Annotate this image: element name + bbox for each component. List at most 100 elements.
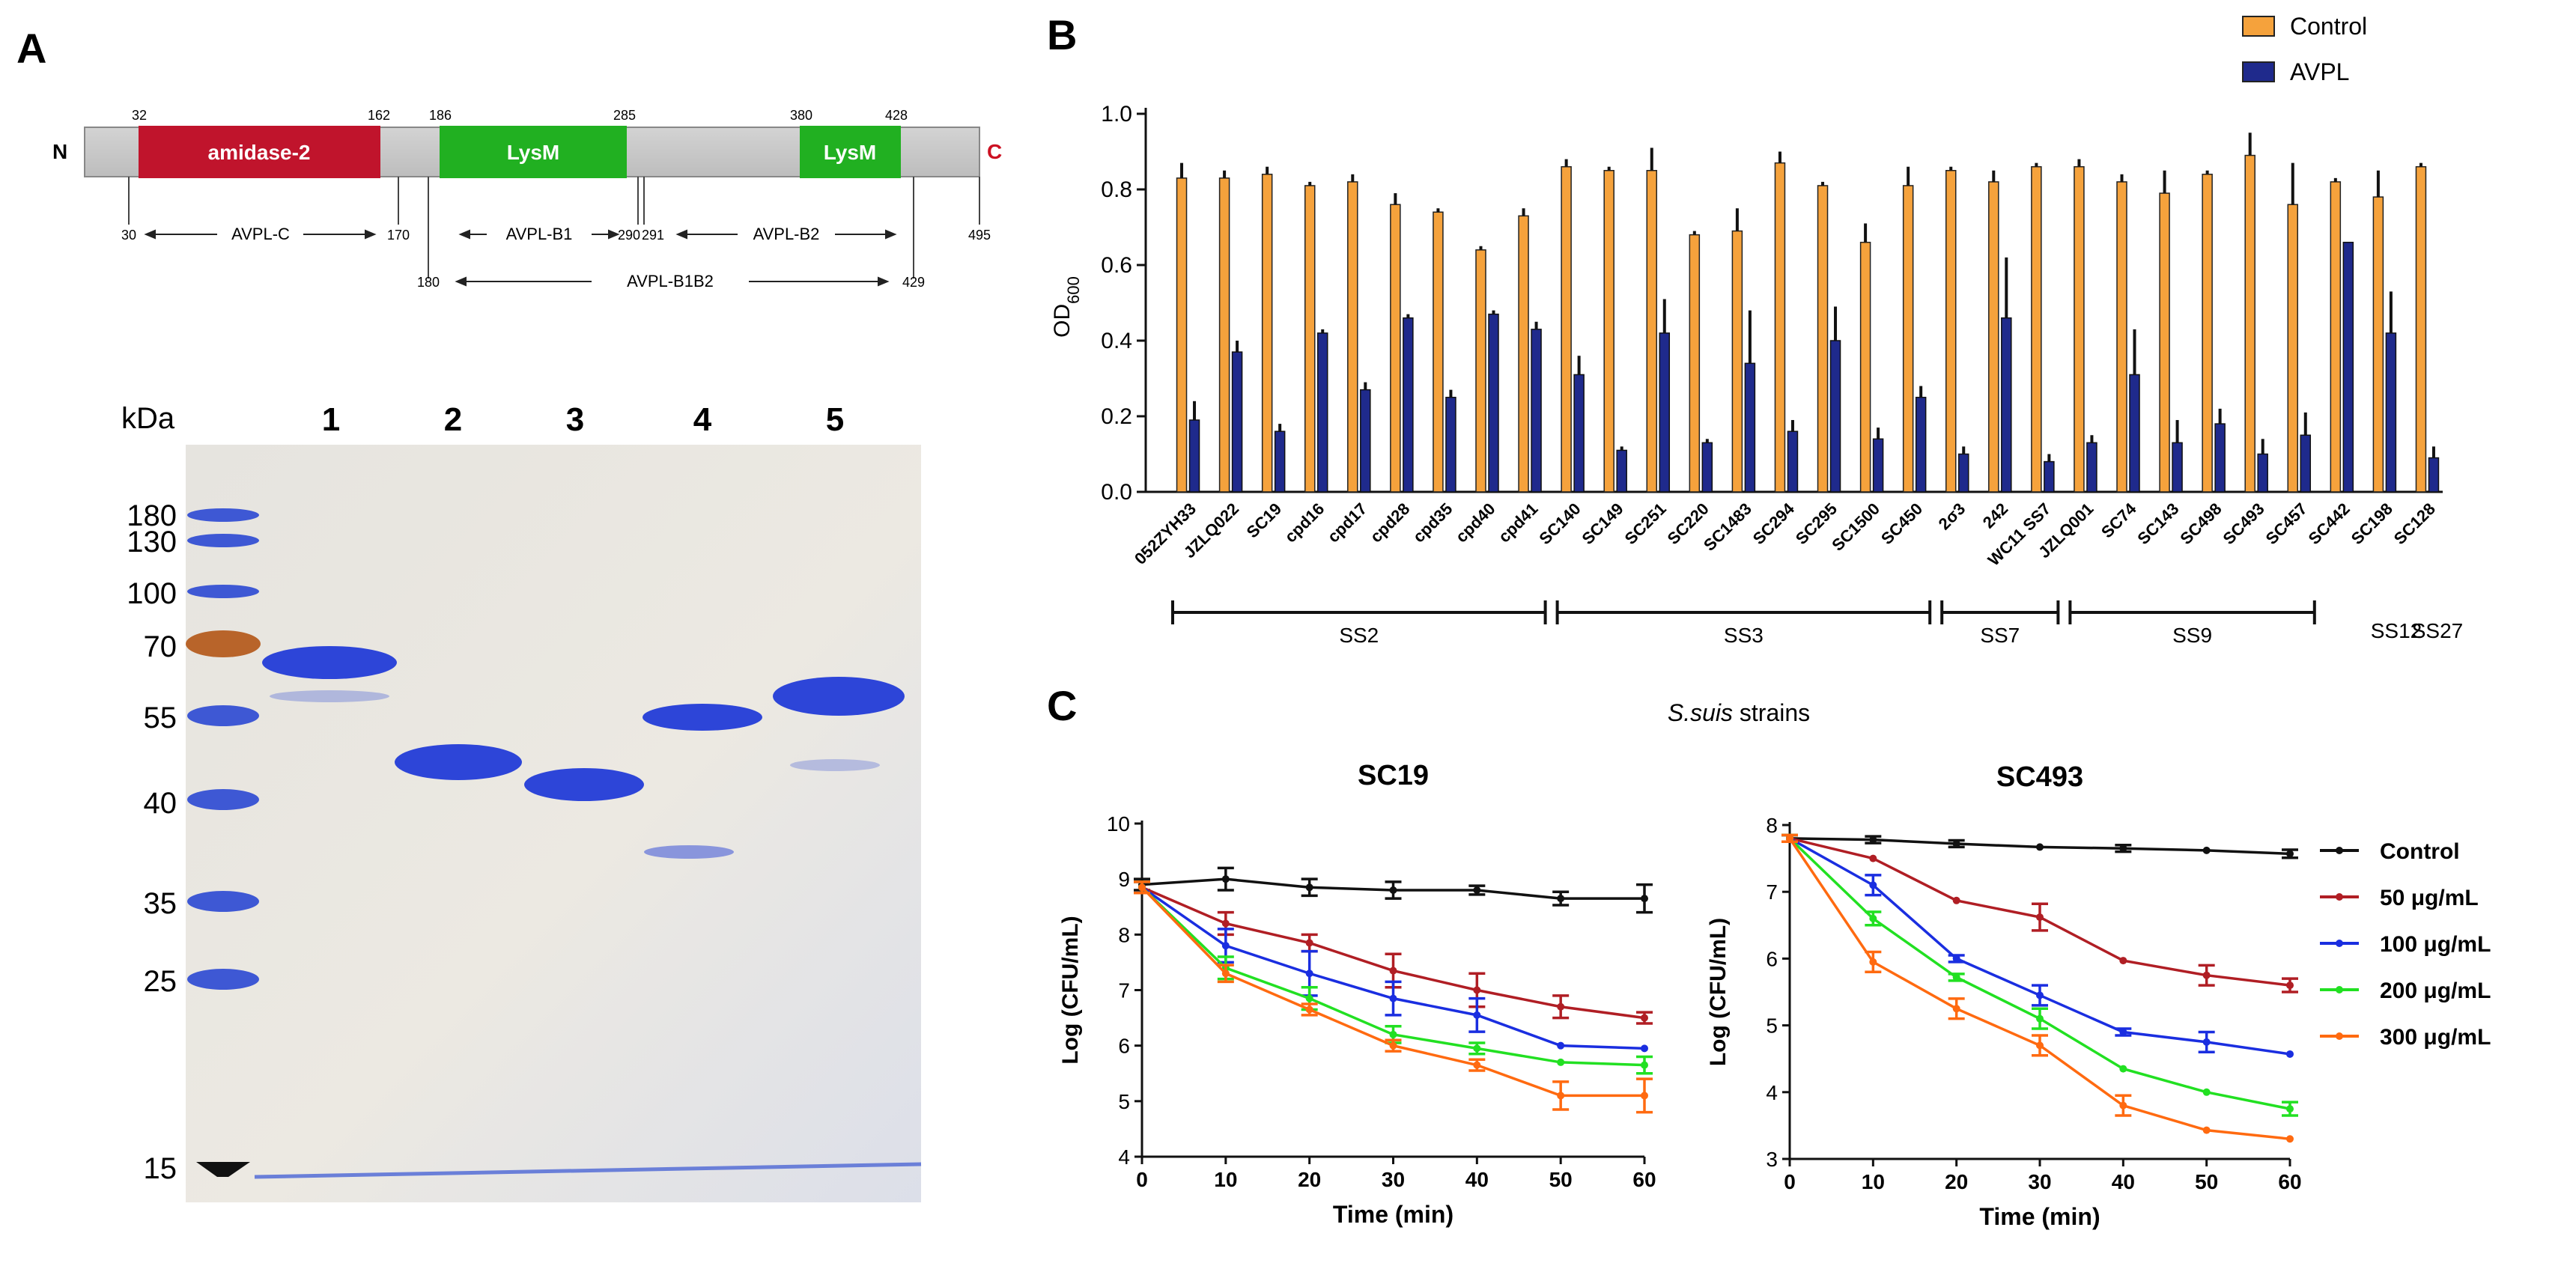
line-x-tick-label: 60 — [2278, 1170, 2301, 1193]
line-x-tick-label: 0 — [1136, 1168, 1148, 1191]
marker-25: 25 — [144, 965, 177, 998]
line-x-tick-label: 40 — [2112, 1170, 2135, 1193]
bar-y-tick-label: 0.2 — [1101, 404, 1132, 429]
bar-y-tick-label: 1.0 — [1101, 102, 1132, 127]
series-point-control — [2036, 843, 2044, 851]
bar-control-sc74 — [2116, 181, 2127, 493]
series-point-200-g-ml — [2036, 1014, 2044, 1023]
bar-avpl-sc493 — [2257, 453, 2268, 493]
bar-control-2-3 — [1945, 170, 1957, 493]
series-point-control — [2202, 846, 2211, 854]
bar-avpl-sc19 — [1274, 430, 1286, 493]
legend-label-200-g-ml: 200 μg/mL — [2380, 979, 2491, 1003]
bar-avpl-sc294 — [1787, 430, 1799, 493]
series-point-200-g-ml — [1952, 973, 1960, 982]
series-point-200-g-ml — [1389, 1030, 1397, 1038]
series-point-300-g-ml — [1221, 970, 1230, 978]
marker-35: 35 — [144, 887, 177, 920]
series-point-100-g-ml — [2202, 1038, 2211, 1046]
series-point-100-g-ml — [1305, 970, 1313, 978]
bar-control-sc450 — [1902, 185, 1914, 493]
bar-control-sc198 — [2372, 196, 2384, 493]
series-point-control — [2286, 850, 2294, 858]
series-point-100-g-ml — [1221, 942, 1230, 950]
marker-100: 100 — [127, 577, 177, 610]
lane-2-band — [395, 744, 522, 780]
series-point-control — [1641, 895, 1648, 903]
line-x-tick-label: 40 — [1465, 1168, 1489, 1191]
domain3-end: 428 — [885, 108, 908, 123]
ladder-band-70 — [186, 630, 261, 657]
lysm-domain-2-label: LysM — [824, 141, 877, 164]
strain-label-cpd41: cpd41 — [1495, 499, 1542, 547]
bar-avpl-sc74 — [2129, 374, 2140, 493]
line-x-tick-label: 0 — [1784, 1170, 1796, 1193]
serotype-label-ss9: SS9 — [2172, 624, 2212, 647]
bar-control-cpd16 — [1304, 185, 1316, 493]
bar-avpl-sc1483 — [1744, 362, 1756, 493]
strain-label-242: 242 — [1979, 499, 2012, 532]
bar-avpl-242 — [2001, 317, 2012, 493]
line-x-axis-label: Time (min) — [1333, 1201, 1453, 1228]
series-point-control — [2119, 844, 2127, 853]
lane-5-band — [773, 677, 905, 716]
cut-429: 429 — [902, 275, 925, 290]
legend-marker-control — [2336, 847, 2343, 854]
cut-495: 495 — [968, 228, 991, 243]
series-point-50-g-ml — [1305, 939, 1313, 947]
bar-avpl-cpd28 — [1403, 317, 1414, 493]
series-point-control — [1557, 895, 1565, 903]
ladder-band-180 — [187, 508, 259, 522]
construct-arrows — [144, 229, 897, 287]
strain-label-cpd17: cpd17 — [1324, 499, 1371, 547]
strain-label-sc251: SC251 — [1621, 499, 1670, 548]
panel-label-c: C — [1047, 682, 1077, 729]
sc19-kill-curve: SC19 4 5 6 7 8 9 10 0 10 20 30 40 50 60 Time (min) Log (… — [1058, 760, 1656, 1228]
bar-avpl-jzlq001 — [2086, 442, 2097, 493]
gel-lane-label-3: 3 — [566, 401, 584, 438]
bar-control-cpd35 — [1433, 211, 1444, 493]
strain-label-sc149: SC149 — [1578, 499, 1626, 548]
bar-control-sc220 — [1689, 234, 1701, 493]
bar-avpl-sc220 — [1701, 442, 1713, 493]
line-y-axis-label: Log (CFU/mL) — [1706, 918, 1731, 1066]
marker-130: 130 — [127, 526, 177, 559]
c-terminus-label: C — [987, 140, 1002, 163]
bar-y-tick-label: 0.0 — [1101, 480, 1132, 505]
cut-180: 180 — [417, 275, 440, 290]
bar-control-jzlq001 — [2074, 165, 2085, 493]
bar-y-tick-label: 0.8 — [1101, 177, 1132, 202]
ladder-band-35 — [187, 891, 259, 912]
lane-1-band — [262, 646, 397, 679]
bar-control-sc498 — [2202, 174, 2213, 493]
bar-control-sc19 — [1261, 174, 1273, 493]
gel-lane-label-2: 2 — [444, 401, 462, 438]
marker-180: 180 — [127, 499, 177, 532]
bar-control-cpd17 — [1347, 181, 1358, 493]
line-y-tick-label: 7 — [1766, 880, 1778, 904]
line-y-axis-label: Log (CFU/mL) — [1058, 916, 1083, 1064]
series-point-control — [1952, 839, 1960, 847]
bar-avpl-sc198 — [2385, 332, 2397, 493]
bar-control-sc149 — [1603, 170, 1614, 493]
series-point-control — [1305, 883, 1313, 892]
legend-label-avpl: AVPL — [2290, 58, 2349, 85]
gel-kda-label: kDa — [121, 402, 175, 435]
series-point-200-g-ml — [2202, 1088, 2211, 1096]
series-point-200-g-ml — [1869, 914, 1877, 922]
serotype-label-ss12: SS12 — [2371, 619, 2422, 642]
bar-avpl-sc143 — [2172, 442, 2183, 493]
marker-70: 70 — [144, 630, 177, 663]
line-x-tick-label: 30 — [2028, 1170, 2051, 1193]
ladder-band-15 — [196, 1162, 250, 1177]
line-y-tick-label: 8 — [1766, 814, 1778, 837]
construct-avpl-c: AVPL-C — [231, 225, 290, 243]
construct-avpl-b2: AVPL-B2 — [753, 225, 820, 243]
series-point-300-g-ml — [1473, 1061, 1481, 1069]
strain-label-sc498: SC498 — [2176, 499, 2225, 548]
series-point-50-g-ml — [1869, 854, 1877, 862]
bar-chart-y-axis-label-subscript: 600 — [1064, 276, 1083, 304]
cut-site-lines — [128, 177, 980, 279]
bar-avpl-2-3 — [1957, 453, 1969, 493]
